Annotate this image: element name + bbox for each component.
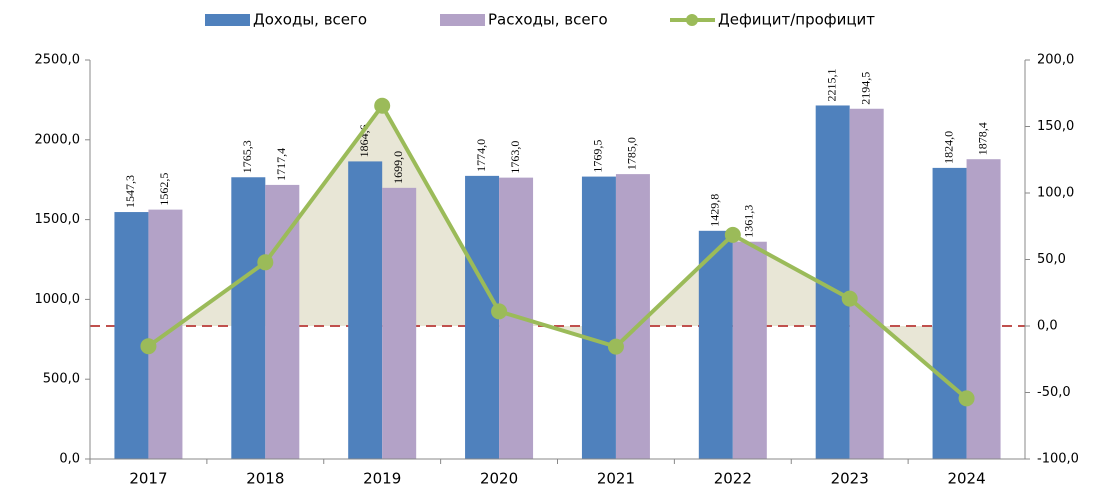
marker	[257, 254, 274, 271]
bar	[348, 161, 383, 459]
value-label: 1361,3	[742, 205, 756, 238]
y2-tick-label: -50,0	[1037, 385, 1071, 400]
x-tick-label: 2023	[831, 470, 869, 488]
x-tick-label: 2017	[129, 470, 167, 488]
y2-tick-label: 100,0	[1037, 186, 1074, 201]
legend-marker	[686, 14, 698, 26]
x-tick-label: 2021	[597, 470, 635, 488]
bar	[849, 108, 884, 459]
bar	[581, 176, 616, 459]
bar	[465, 175, 500, 459]
value-label: 1824,0	[941, 131, 955, 164]
y-tick-label: 1500,0	[35, 212, 81, 227]
marker	[491, 303, 508, 320]
value-label: 1717,4	[274, 148, 288, 181]
x-tick-label: 2022	[714, 470, 752, 488]
y-tick-label: 0,0	[59, 452, 80, 467]
value-label: 1547,3	[123, 175, 137, 208]
bar	[231, 177, 266, 459]
y2-tick-label: 200,0	[1037, 53, 1074, 68]
marker	[841, 290, 858, 307]
x-tick-label: 2020	[480, 470, 518, 488]
marker	[958, 390, 975, 407]
y-tick-label: 2000,0	[35, 132, 81, 147]
bar	[114, 212, 149, 459]
x-tick-label: 2018	[246, 470, 284, 488]
value-label: 1699,0	[391, 151, 405, 184]
bar	[966, 159, 1001, 459]
y2-tick-label: 150,0	[1037, 119, 1074, 134]
marker	[724, 226, 741, 243]
value-label: 1774,0	[474, 139, 488, 172]
y-tick-label: 1000,0	[35, 292, 81, 307]
x-tick-label: 2019	[363, 470, 401, 488]
legend-swatch	[440, 14, 485, 26]
line	[147, 102, 968, 400]
legend-label: Дефицит/профицит	[718, 11, 875, 29]
value-label: 1785,0	[625, 137, 639, 170]
bar	[265, 184, 300, 459]
value-label: 1769,5	[591, 140, 605, 173]
legend-label: Расходы, всего	[488, 11, 608, 29]
marker	[140, 338, 157, 355]
bar	[732, 241, 767, 459]
value-label: 2194,5	[858, 72, 872, 105]
y2-tick-label: 50,0	[1037, 252, 1066, 267]
value-label: 1429,8	[708, 194, 722, 227]
marker	[374, 97, 391, 114]
y2-tick-label: 0,0	[1037, 319, 1058, 334]
bar	[698, 230, 733, 459]
x-tick-label: 2024	[947, 470, 985, 488]
y-tick-label: 500,0	[43, 372, 80, 387]
y2-tick-label: -100,0	[1037, 452, 1079, 467]
marker	[607, 338, 624, 355]
bar	[932, 167, 967, 460]
value-label: 2215,1	[824, 68, 838, 101]
value-label: 1562,5	[157, 173, 171, 206]
y-tick-label: 2500,0	[35, 53, 81, 68]
bar	[615, 174, 650, 459]
legend-swatch	[205, 14, 250, 26]
value-label: 1765,3	[240, 140, 254, 173]
bar	[382, 187, 417, 459]
value-label: 1763,0	[508, 141, 522, 174]
value-label: 1878,4	[975, 122, 989, 155]
legend-label: Доходы, всего	[253, 11, 367, 29]
